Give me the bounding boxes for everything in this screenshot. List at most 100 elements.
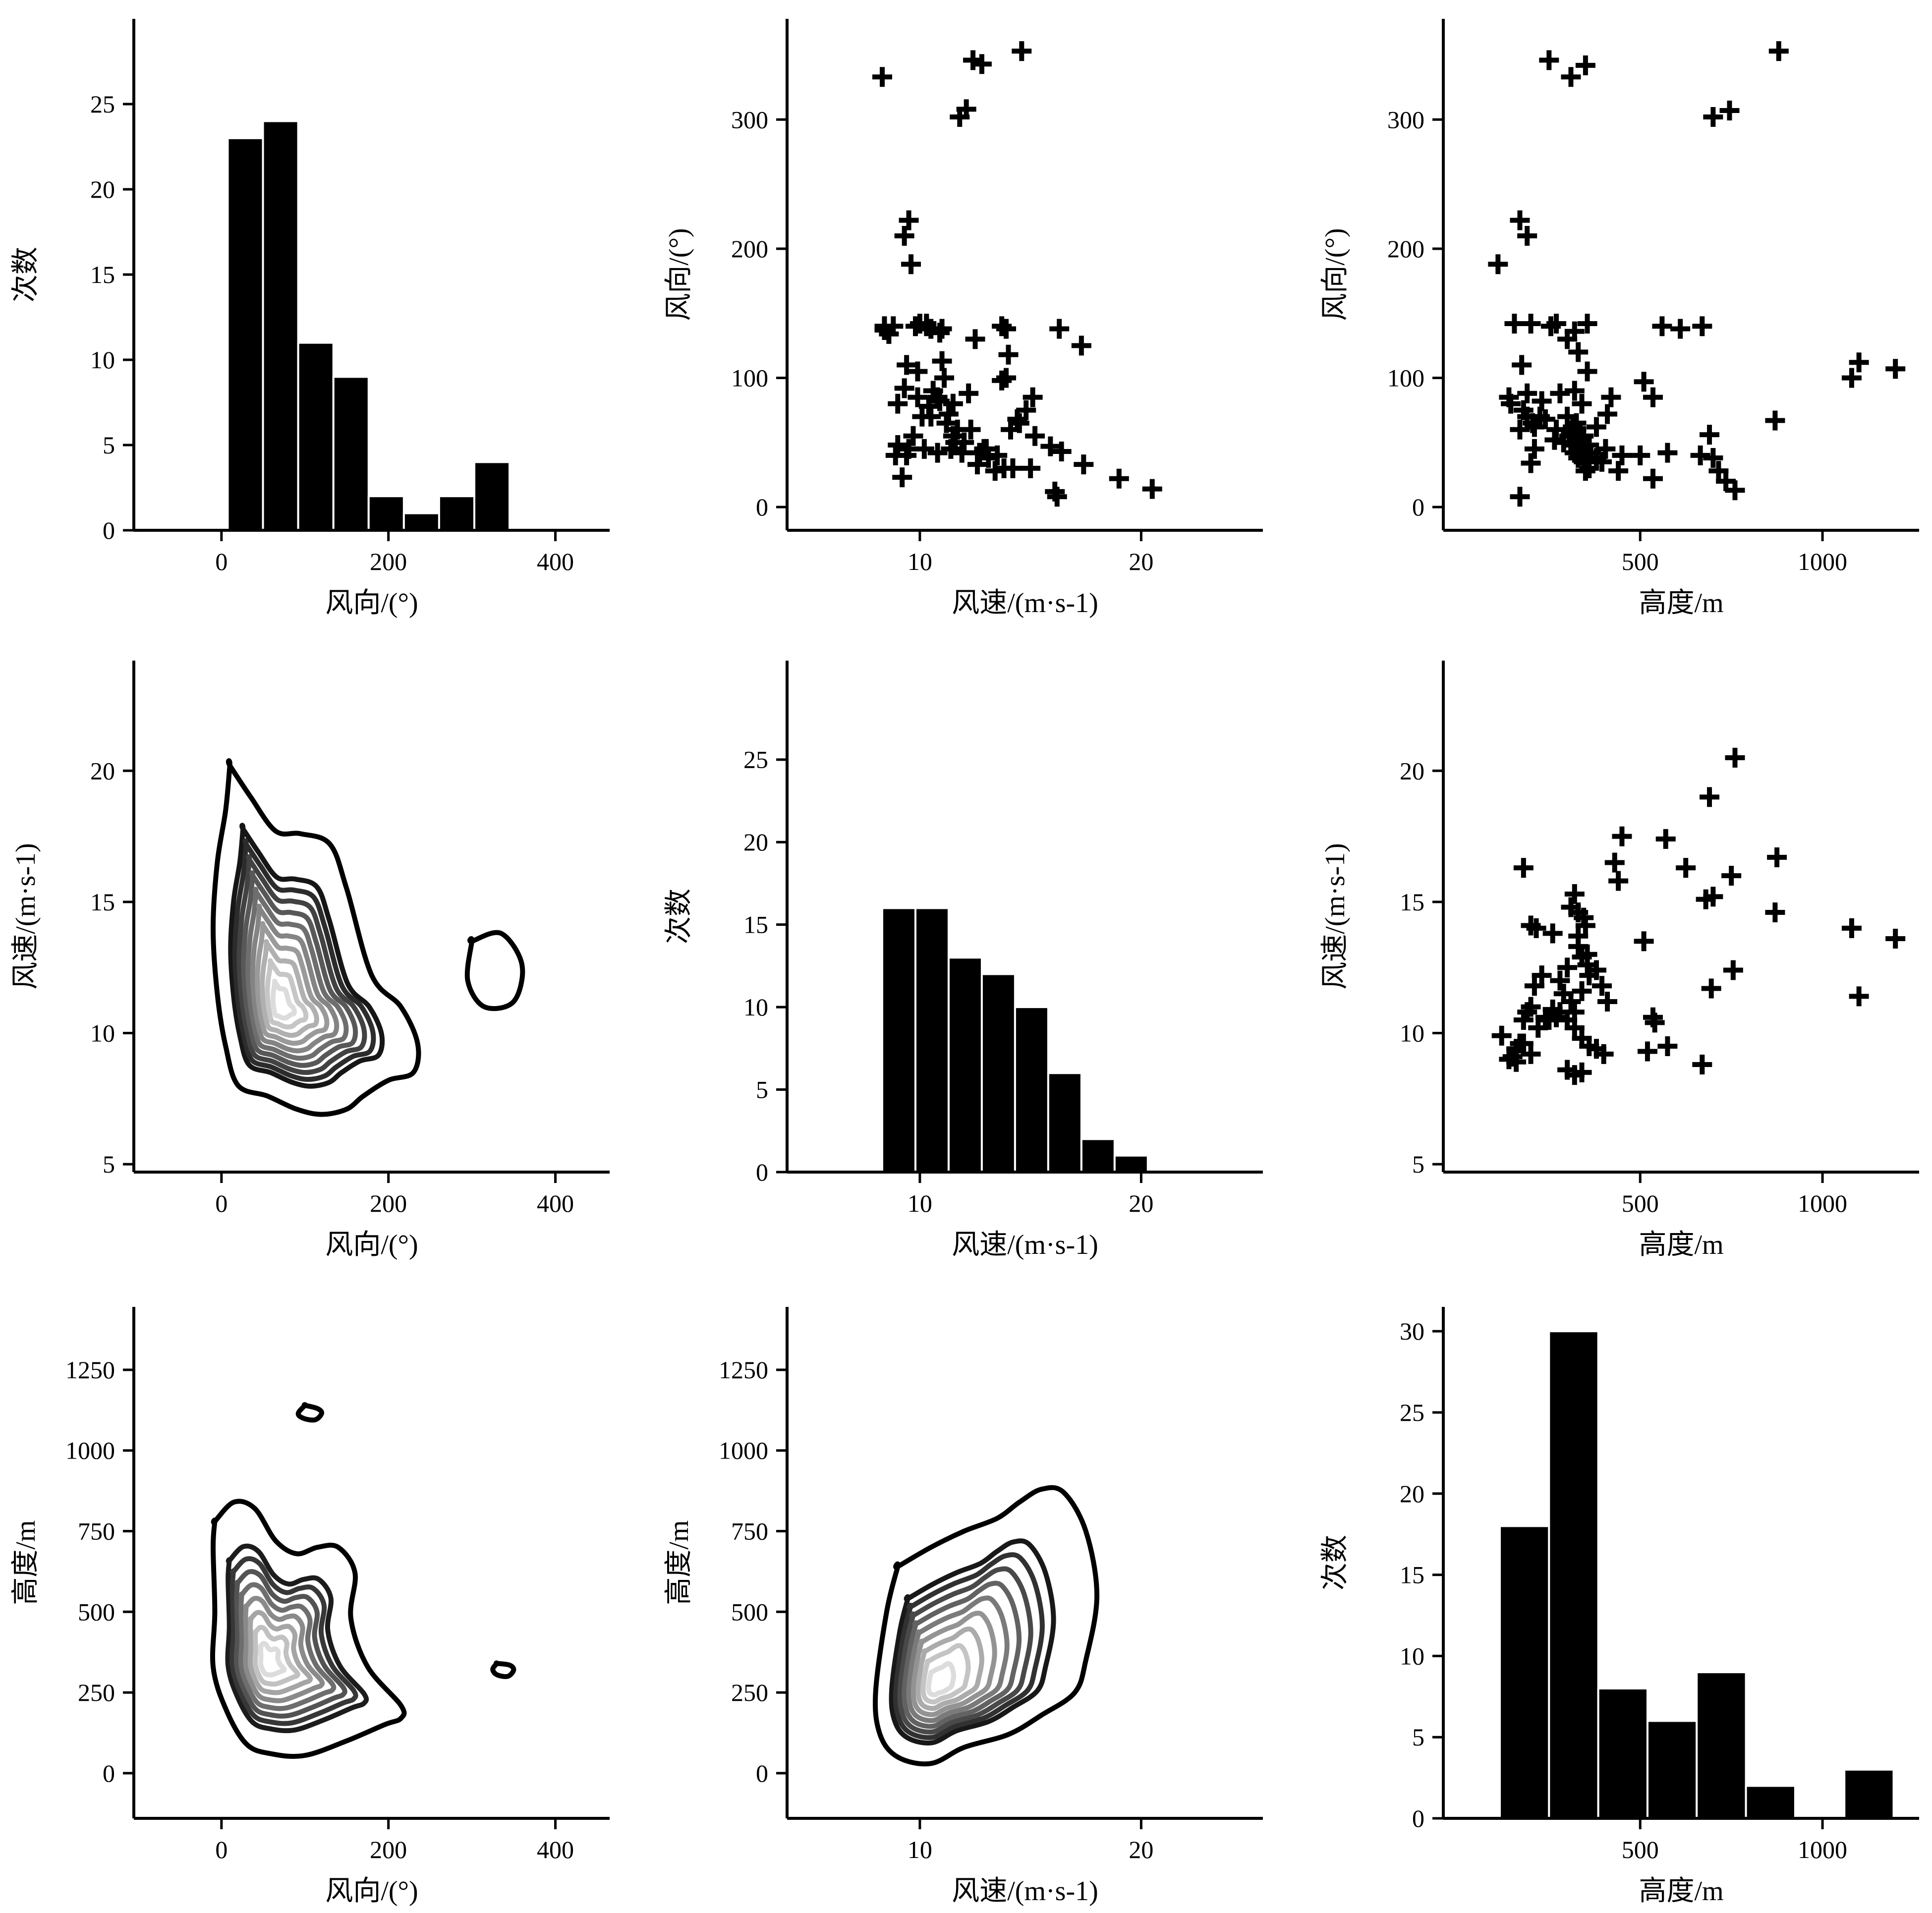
y-tick-label: 10 [1400, 1019, 1424, 1047]
scatter-point [1016, 400, 1036, 420]
scatter-point [1657, 443, 1678, 463]
scatter-point [1575, 915, 1595, 936]
scatter-point [1579, 965, 1599, 986]
scatter-point [1513, 1033, 1534, 1054]
density-contour [245, 887, 349, 1061]
x-tick-label: 10 [908, 1189, 932, 1217]
scatter-point [1512, 355, 1532, 375]
x-axis-label: 高度/m [1639, 1876, 1723, 1907]
scatter-point [1025, 426, 1045, 446]
density-contour-secondary [490, 1660, 516, 1679]
x-axis-label: 高度/m [1639, 1230, 1723, 1260]
scatter-point [1652, 316, 1672, 337]
scatter-point [916, 316, 937, 337]
y-tick-label: 15 [1400, 1561, 1424, 1589]
density-contour [241, 870, 358, 1068]
scatter-point [996, 319, 1017, 339]
y-tick-label: 5 [1412, 1150, 1424, 1178]
y-tick-label: 1250 [719, 1356, 768, 1384]
scatter-point [1604, 852, 1625, 873]
histogram-bar [262, 120, 299, 531]
y-tick-label: 200 [731, 235, 768, 263]
scatter-point [914, 439, 934, 459]
scatter-point [1885, 359, 1906, 379]
scatter-point [1557, 957, 1578, 978]
scatter-point [1521, 453, 1541, 473]
scatter-point [1634, 372, 1654, 392]
y-tick-label: 20 [90, 175, 115, 203]
density-contour [915, 1626, 984, 1711]
histogram-bar [980, 973, 1016, 1173]
histogram-bar [1646, 1720, 1698, 1819]
scatter-point [1488, 254, 1508, 275]
scatter-point [1517, 406, 1537, 427]
x-tick-label: 1000 [1798, 1189, 1847, 1217]
scatter-point [1703, 448, 1723, 468]
scatter-point [1563, 417, 1583, 437]
x-tick-label: 400 [537, 1836, 574, 1863]
x-tick-label: 20 [1129, 1836, 1153, 1863]
scatter-point [1708, 461, 1729, 481]
scatter-point [1612, 826, 1632, 846]
panel-p13: 500 1000 0 100 200 300 高度/m 风向/(°) [1320, 19, 1919, 619]
scatter-point [1521, 314, 1541, 334]
y-tick-label: 15 [1400, 888, 1424, 916]
scatter-point [932, 351, 952, 371]
scatter-point [1546, 314, 1567, 334]
scatter-point [1849, 986, 1869, 1007]
y-tick-label: 20 [743, 828, 768, 856]
x-axis-label: 高度/m [1639, 588, 1723, 619]
histogram-bar [402, 512, 440, 531]
scatter-point [1021, 458, 1041, 478]
scatter-point [1142, 479, 1162, 499]
scatter-point [1725, 480, 1745, 501]
scatter-point [1597, 404, 1618, 424]
density-contour [265, 958, 309, 1030]
y-tick-label: 0 [756, 1759, 768, 1787]
scatter-point [888, 394, 908, 414]
x-axis-label: 风速/(m·s-1) [952, 1230, 1098, 1260]
density-contour [258, 1641, 287, 1678]
y-tick-label: 15 [90, 261, 115, 288]
scatter-point [1564, 1017, 1585, 1038]
scatter-point [1676, 858, 1696, 878]
histogram-bar [1745, 1785, 1796, 1819]
x-tick-label: 1000 [1798, 548, 1847, 575]
scatter-point [1012, 41, 1032, 61]
scatter-point [1550, 383, 1570, 403]
x-tick-label: 0 [215, 548, 227, 575]
y-tick-label: 10 [90, 346, 115, 374]
panel-p22: 10 20 0 5 10 15 20 25 风速/(m·s-1) 次数 [664, 661, 1263, 1260]
scatter-point [1608, 871, 1629, 891]
scatter-point [1049, 319, 1070, 339]
scatter-point [1630, 445, 1650, 465]
scatter-point [1592, 451, 1612, 472]
x-tick-label: 500 [1622, 1189, 1659, 1217]
y-tick-label: 10 [90, 1019, 115, 1047]
scatter-point [1568, 926, 1589, 946]
scatter-point [1566, 419, 1587, 440]
y-tick-label: 100 [1387, 364, 1424, 392]
scatter-point [1670, 319, 1691, 339]
y-tick-label: 0 [1412, 493, 1424, 521]
y-tick-label: 0 [756, 1158, 768, 1186]
scatter-point [1535, 409, 1555, 429]
density-contour [250, 903, 340, 1054]
histogram-bar [438, 495, 475, 532]
histogram-bar [473, 461, 511, 532]
scatter-point [1700, 425, 1720, 445]
y-tick-label: 250 [731, 1679, 768, 1706]
scatter-point [1109, 468, 1129, 489]
density-contour [910, 1611, 997, 1717]
y-tick-label: 25 [1400, 1399, 1424, 1426]
y-tick-label: 200 [1387, 235, 1424, 263]
panel-p21: 0 200 400 5 10 15 20 风向/(°) 风速/(m·s-1) [10, 661, 610, 1260]
y-axis-label: 风速/(m·s-1) [10, 843, 41, 990]
y-tick-label: 0 [1412, 1804, 1424, 1832]
x-tick-label: 400 [537, 1189, 574, 1217]
scatter-point [1040, 436, 1061, 456]
scatter-point [998, 344, 1019, 365]
scatter-point [1692, 316, 1712, 337]
histogram-bar [1047, 1072, 1082, 1173]
